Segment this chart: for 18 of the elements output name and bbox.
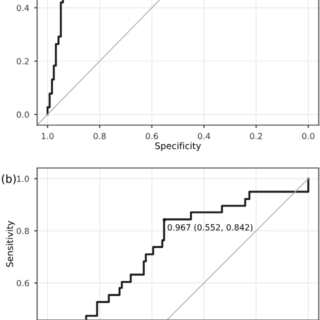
x-axis-title: Specificity (155, 142, 201, 151)
y-tick-label: 1.0 (17, 176, 29, 182)
y-axis-title: Sensitivity (6, 220, 15, 267)
x-tick-label: 0.2 (250, 132, 262, 140)
y-tick-label: 0.2 (16, 58, 29, 64)
x-tick-label: 1.0 (42, 132, 54, 140)
x-tick-label: 0.6 (146, 132, 158, 140)
x-tick-label: 0.0 (302, 132, 314, 140)
line-series (46, 0, 64, 116)
x-tick-label: 0.8 (94, 132, 106, 140)
text: (b) (2, 174, 16, 184)
x-tick-label: 0.4 (198, 132, 210, 140)
line-series (85, 178, 310, 320)
annotation: 0.967 (0.552, 0.842) (168, 224, 252, 232)
y-tick-label: 0.8 (16, 228, 29, 234)
y-tick-label: 0.6 (16, 280, 29, 286)
y-tick-label: 0.0 (16, 111, 29, 118)
y-tick-label: 0.4 (16, 4, 30, 12)
